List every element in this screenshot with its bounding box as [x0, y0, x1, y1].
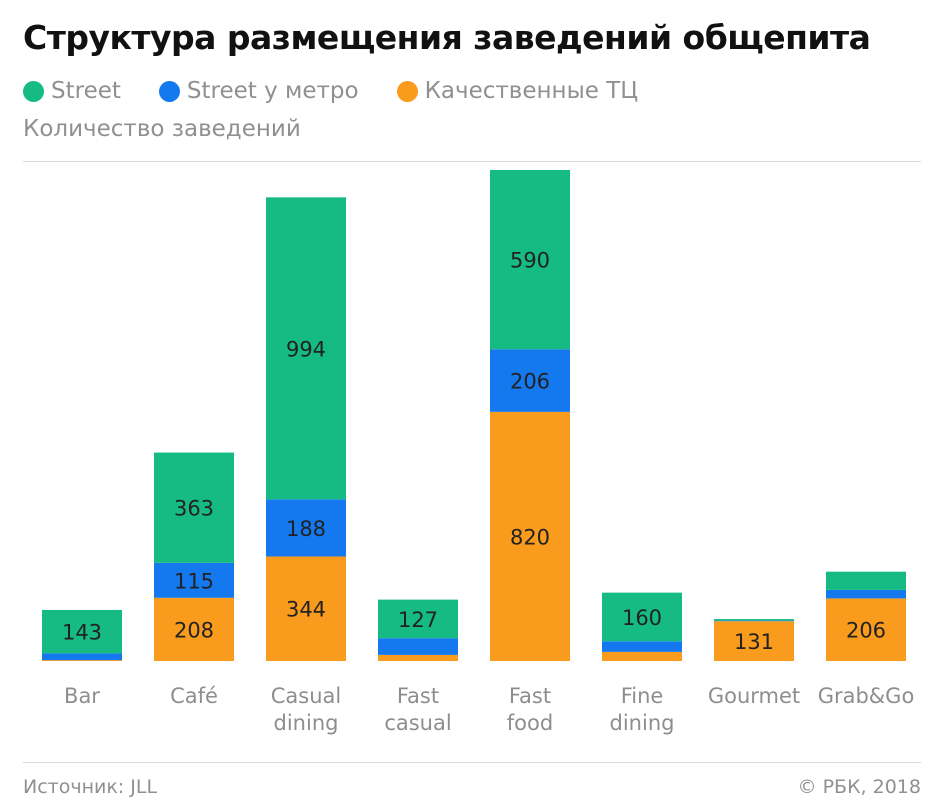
bar-segment-caf-s2 [154, 452, 234, 563]
data-label-casual-dining-s1: 188 [286, 517, 326, 541]
legend-item-street: Street [23, 78, 121, 104]
bar-segment-fast-food-s2 [490, 170, 570, 350]
data-label-fine-dining-s2: 160 [622, 606, 662, 630]
chart-subtitle: Количество заведений [23, 116, 301, 142]
data-label-caf-s0: 208 [174, 618, 214, 642]
data-label-gourmet-s0: 131 [734, 630, 774, 654]
chart-title: Структура размещения заведений общепита [23, 18, 871, 57]
category-label-gourmet: Gourmet [708, 684, 800, 708]
data-label-caf-s2: 363 [174, 497, 214, 521]
bar-segment-grab-go-s0 [826, 598, 906, 661]
category-label-caf: Café [170, 684, 218, 708]
legend-label-street-metro: Street у метро [186, 78, 359, 104]
category-label-casual-dining-line1: Casual [271, 684, 342, 708]
bar-segment-gourmet-s1 [714, 620, 794, 622]
bar-segment-casual-dining-s1 [266, 499, 346, 557]
source-note: Источник: JLL [23, 776, 158, 798]
legend: Street Street у метро Качественные ТЦ [23, 75, 676, 107]
bar-segment-fast-casual-s1 [378, 638, 458, 655]
legend-swatch-street-metro [158, 80, 180, 102]
stacked-bar-chart: 143 Bar 208 115 363 Café 344 188 994 Casual dining… [42, 170, 915, 735]
data-label-grab-go-s0: 206 [846, 619, 886, 643]
bar-segment-fast-food-s0 [490, 411, 570, 661]
bar-segment-grab-go-s2 [826, 571, 906, 590]
category-label-fine-dining-line2: dining [610, 711, 675, 735]
copyright-note: © РБК, 2018 [797, 776, 921, 798]
bar-segment-caf-s1 [154, 562, 234, 598]
data-label-fast-food-s2: 590 [510, 249, 550, 273]
category-label-bar: Bar [64, 684, 100, 708]
bar-segment-gourmet-s2 [714, 619, 794, 621]
top-divider [23, 161, 921, 162]
legend-swatch-malls [396, 80, 418, 102]
category-label-fast-casual-line2: casual [384, 711, 451, 735]
bar-segment-fine-dining-s0 [602, 651, 682, 661]
bar-segment-grab-go-s1 [826, 589, 906, 599]
bar-segment-fine-dining-s1 [602, 641, 682, 652]
data-label-bar-s2: 143 [62, 621, 102, 645]
legend-label-malls: Качественные ТЦ [424, 78, 639, 104]
category-label-casual-dining-line2: dining [274, 711, 339, 735]
bar-segment-fast-casual-s2 [378, 599, 458, 639]
legend-label-street: Street [51, 78, 121, 104]
category-label-fast-casual-line1: Fast [397, 684, 439, 708]
bar-segment-gourmet-s0 [714, 621, 794, 661]
bar-segment-bar-s1 [42, 653, 122, 661]
category-label-fine-dining-line1: Fine [621, 684, 664, 708]
data-label-fast-food-s0: 820 [510, 525, 550, 549]
data-label-casual-dining-s0: 344 [286, 598, 326, 622]
bar-segment-fast-casual-s0 [378, 654, 458, 661]
legend-swatch-street [23, 80, 44, 102]
bar-segment-fast-food-s1 [490, 349, 570, 412]
category-label-grab-go: Grab&Go [818, 684, 915, 708]
bar-segment-casual-dining-s2 [266, 197, 346, 500]
category-label-fast-food-line2: food [507, 711, 553, 735]
category-label-fast-food-line1: Fast [509, 684, 551, 708]
data-label-casual-dining-s2: 994 [286, 337, 326, 361]
bottom-divider [23, 762, 921, 763]
bar-segment-bar-s2 [42, 609, 122, 654]
bar-segment-casual-dining-s0 [266, 556, 346, 661]
bar-segment-bar-s0 [42, 660, 122, 661]
data-label-fast-food-s1: 206 [510, 370, 550, 394]
data-label-fast-casual-s2: 127 [398, 608, 438, 632]
legend-item-malls: Качественные ТЦ [396, 78, 639, 104]
bar-segment-caf-s0 [154, 597, 234, 661]
bar-segment-fine-dining-s2 [602, 592, 682, 642]
data-label-caf-s1: 115 [174, 569, 214, 593]
legend-item-street-metro: Street у метро [158, 78, 359, 104]
